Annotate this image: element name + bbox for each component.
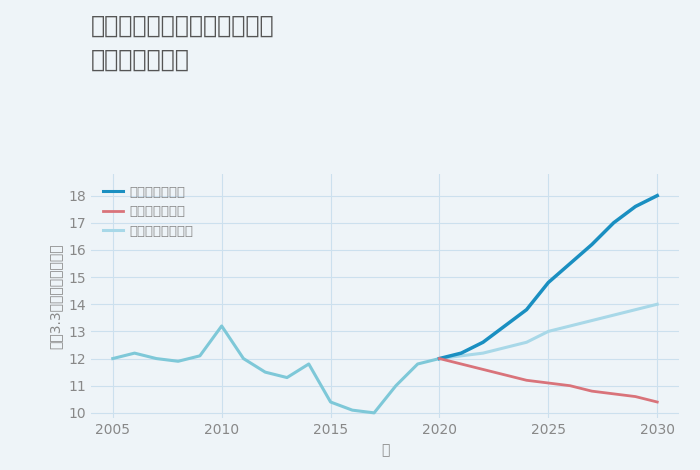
Text: 三重県三重郡川越町当新田の
土地の価格推移: 三重県三重郡川越町当新田の 土地の価格推移 bbox=[91, 14, 274, 71]
Y-axis label: 坪（3.3㎡）単価（万円）: 坪（3.3㎡）単価（万円） bbox=[49, 243, 63, 349]
X-axis label: 年: 年 bbox=[381, 443, 389, 457]
Legend: グッドシナリオ, バッドシナリオ, ノーマルシナリオ: グッドシナリオ, バッドシナリオ, ノーマルシナリオ bbox=[97, 180, 199, 243]
